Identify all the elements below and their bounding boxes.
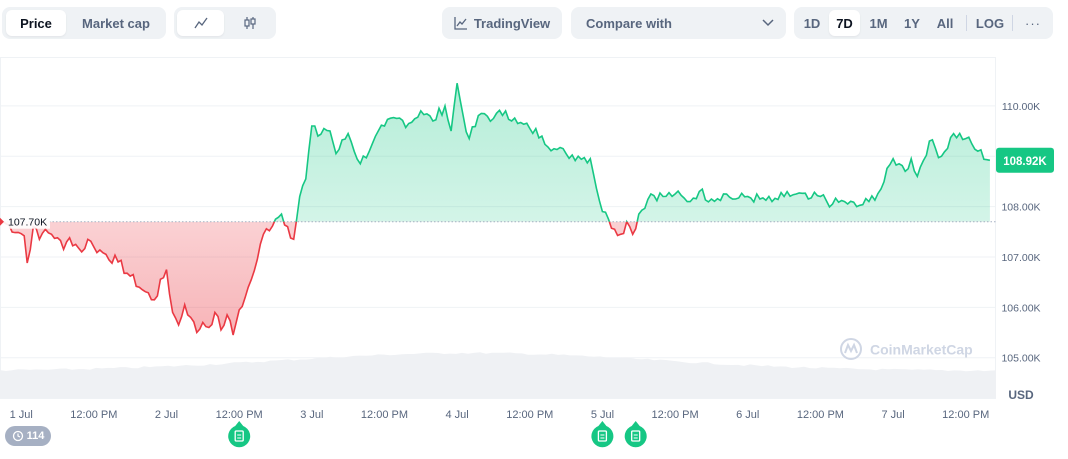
start-price-label: 107.70K [8, 217, 47, 229]
candlestick-icon [243, 17, 256, 29]
x-tick-label: 12:00 PM [797, 409, 844, 421]
x-tick-label: 5 Jul [591, 409, 614, 421]
note-markers [228, 421, 647, 448]
loss-area [3, 221, 638, 335]
x-tick-label: 12:00 PM [216, 409, 263, 421]
time-range-group: 1D 7D 1M 1Y All LOG ··· [794, 7, 1053, 39]
y-tick-label: 106.00K [1001, 302, 1040, 314]
tradingview-label: TradingView [473, 15, 551, 31]
start-price-tag: 107.70K [0, 214, 50, 229]
volume-area [0, 352, 996, 398]
y-tick-label: 105.00K [1001, 353, 1040, 365]
tradingview-button[interactable]: TradingView [442, 7, 562, 39]
x-tick-label: 6 Jul [736, 409, 759, 421]
x-tick-label: 4 Jul [446, 409, 469, 421]
range-1m[interactable]: 1M [869, 15, 888, 31]
watermark-text: CoinMarketCap [870, 342, 973, 358]
price-chart-area[interactable]: CoinMarketCap 105.00K 106.00K 107.00K 108.0… [0, 46, 1068, 454]
events-count: 114 [26, 430, 45, 442]
price-line-down [2, 221, 639, 336]
y-tick-label: 107.00K [1001, 252, 1040, 264]
view-tab-group: Price Market cap [2, 7, 166, 39]
currency-label: USD [1008, 388, 1034, 402]
x-tick-label: 3 Jul [300, 409, 323, 421]
x-tick-label: 12:00 PM [361, 409, 408, 421]
compare-with-label: Compare with [586, 15, 672, 31]
news-marker-icon[interactable] [591, 421, 614, 448]
range-7d[interactable]: 7D [829, 10, 860, 36]
range-log[interactable]: LOG [975, 15, 1005, 31]
news-marker-icon[interactable] [228, 421, 251, 448]
y-tick-label: 108.00K [1001, 202, 1040, 214]
y-axis: 105.00K106.00K107.00K108.00K109.00K110.0… [1001, 101, 1040, 365]
plot-frame [0, 57, 996, 399]
x-tick-label: 7 Jul [881, 409, 904, 421]
current-price-label: 108.92K [1003, 156, 1047, 168]
more-options-button[interactable]: ··· [1025, 15, 1041, 31]
candlestick-button[interactable] [226, 10, 273, 36]
x-tick-label: 12:00 PM [652, 409, 699, 421]
gain-area [3, 83, 990, 222]
x-tick-label: 12:00 PM [70, 409, 117, 421]
chart-toolbar: Price Market cap TradingView Compare wit… [0, 0, 1068, 46]
y-tick-label: 110.00K [1002, 101, 1040, 113]
x-tick-label: 2 Jul [155, 409, 178, 421]
chart-style-group [174, 7, 276, 39]
history-icon [12, 430, 23, 442]
chevron-down-icon [762, 19, 774, 27]
events-badge[interactable]: 114 [5, 426, 51, 446]
toolbar-divider [1012, 15, 1013, 31]
x-tick-label: 12:00 PM [942, 409, 989, 421]
x-tick-label: 1 Jul [10, 409, 33, 421]
range-1d[interactable]: 1D [803, 15, 821, 31]
range-all[interactable]: All [936, 15, 954, 31]
price-chart[interactable]: CoinMarketCap 105.00K 106.00K 107.00K 108.0… [0, 46, 1068, 454]
x-tick-label: 12:00 PM [506, 409, 553, 421]
line-chart-icon [193, 17, 208, 29]
current-price-tag: 108.92K [996, 147, 1054, 173]
range-1y[interactable]: 1Y [904, 15, 920, 31]
watermark: CoinMarketCap [840, 338, 973, 360]
x-axis: 1 Jul 12:00 PM 2 Jul 12:00 PM 3 Jul 12:00 PM 4… [10, 409, 990, 421]
line-chart-button[interactable] [177, 10, 224, 36]
tab-price[interactable]: Price [6, 10, 66, 36]
tradingview-icon [454, 17, 467, 30]
toolbar-divider [966, 15, 967, 31]
tab-market-cap[interactable]: Market cap [82, 15, 150, 31]
compare-with-dropdown[interactable]: Compare with [571, 7, 786, 39]
price-line-up [2, 83, 991, 222]
news-marker-icon[interactable] [624, 421, 647, 448]
